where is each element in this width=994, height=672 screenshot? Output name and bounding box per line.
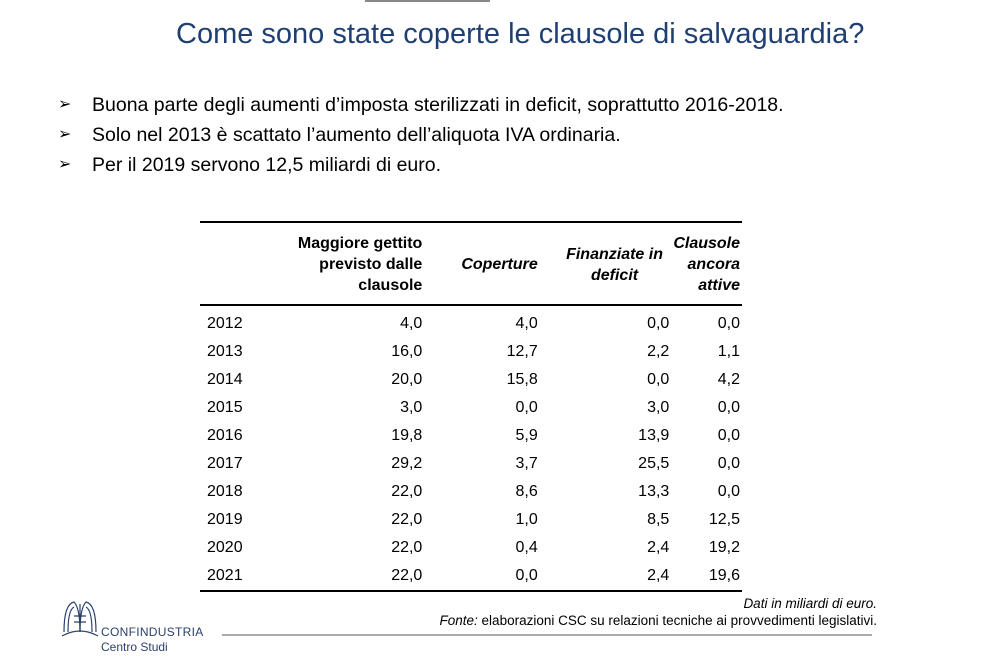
value-cell: 4,2 xyxy=(717,371,740,388)
header-finanziate-deficit: Finanziate in deficit xyxy=(539,221,672,306)
arrow-bullet-icon: ➢ xyxy=(58,156,72,173)
year-cell: 2016 xyxy=(207,427,243,444)
source-note: Fonte: elaborazioni CSC su relazioni tec… xyxy=(439,613,877,628)
table-row: 2017 29,2 3,7 25,5 0,0 xyxy=(200,450,742,478)
value-cell: 8,5 xyxy=(647,511,670,528)
value-cell: 12,5 xyxy=(708,511,740,528)
header-maggiore-gettito: Maggiore gettito previsto dalle clausole xyxy=(273,221,425,306)
value-cell: 19,8 xyxy=(391,427,423,444)
year-cell: 2018 xyxy=(207,483,243,500)
value-cell: 22,0 xyxy=(391,539,423,556)
value-cell: 5,9 xyxy=(515,427,538,444)
value-cell: 20,0 xyxy=(391,371,423,388)
value-cell: 25,5 xyxy=(638,455,670,472)
value-cell: 4,0 xyxy=(400,315,423,332)
value-cell: 0,0 xyxy=(647,315,670,332)
bullet-item: ➢ Per il 2019 servono 12,5 miliardi di eu… xyxy=(58,154,442,176)
unit-note: Dati in miliardi di euro. xyxy=(743,596,877,611)
table-row: 2021 22,0 0,0 2,4 19,6 xyxy=(200,562,742,592)
value-cell: 0,0 xyxy=(424,562,540,592)
value-cell: 0,0 xyxy=(717,427,740,444)
value-cell: 2,2 xyxy=(647,343,670,360)
value-cell: 19,6 xyxy=(671,562,742,592)
value-cell: 1,1 xyxy=(717,343,740,360)
slide-title: Come sono state coperte le clausole di s… xyxy=(176,18,865,50)
header-clausole-attive: Clausole ancora attive xyxy=(671,221,742,306)
value-cell: 3,7 xyxy=(515,455,538,472)
bullet-item: ➢ Buona parte degli aumenti d’imposta ste… xyxy=(58,94,784,116)
value-cell: 13,9 xyxy=(638,427,670,444)
value-cell: 19,2 xyxy=(708,539,740,556)
bullet-list: ➢ Buona parte degli aumenti d’imposta ste… xyxy=(58,92,898,182)
value-cell: 0,4 xyxy=(515,539,538,556)
table-row: 2016 19,8 5,9 13,9 0,0 xyxy=(200,422,742,450)
logo-name: CONFINDUSTRIA xyxy=(101,625,204,639)
table-row: 2019 22,0 1,0 8,5 12,5 xyxy=(200,506,742,534)
arrow-bullet-icon: ➢ xyxy=(58,126,72,143)
table-header-row: Maggiore gettito previsto dalle clausole… xyxy=(200,221,742,306)
footer-divider xyxy=(222,634,872,636)
value-cell: 29,2 xyxy=(391,455,423,472)
top-divider xyxy=(365,0,490,2)
year-cell: 2012 xyxy=(207,315,243,332)
year-cell: 2019 xyxy=(207,511,243,528)
value-cell: 22,0 xyxy=(391,483,423,500)
year-cell: 2014 xyxy=(207,371,243,388)
year-cell: 2017 xyxy=(207,455,243,472)
value-cell: 1,0 xyxy=(515,511,538,528)
value-cell: 16,0 xyxy=(391,343,423,360)
value-cell: 2,4 xyxy=(647,539,670,556)
year-cell: 2015 xyxy=(207,399,243,416)
clausole-table: Maggiore gettito previsto dalle clausole… xyxy=(200,221,742,592)
table-row: 2015 3,0 0,0 3,0 0,0 xyxy=(200,394,742,422)
year-cell: 2020 xyxy=(207,539,243,556)
value-cell: 8,6 xyxy=(515,483,538,500)
value-cell: 15,8 xyxy=(506,371,538,388)
header-coperture: Coperture xyxy=(424,221,540,306)
value-cell: 22,0 xyxy=(273,562,425,592)
value-cell: 13,3 xyxy=(638,483,670,500)
year-cell: 2013 xyxy=(207,343,243,360)
arrow-bullet-icon: ➢ xyxy=(58,96,72,113)
confindustria-logo-icon xyxy=(61,601,99,637)
table-row: 2014 20,0 15,8 0,0 4,2 xyxy=(200,366,742,394)
value-cell: 3,0 xyxy=(400,399,423,416)
year-cell: 2021 xyxy=(200,562,274,592)
table-row: 2013 16,0 12,7 2,2 1,1 xyxy=(200,338,742,366)
header-year xyxy=(200,221,274,306)
value-cell: 4,0 xyxy=(515,315,538,332)
table-row: 2018 22,0 8,6 13,3 0,0 xyxy=(200,478,742,506)
value-cell: 22,0 xyxy=(391,511,423,528)
bullet-item: ➢ Solo nel 2013 è scattato l’aumento dell… xyxy=(58,124,621,146)
value-cell: 2,4 xyxy=(539,562,672,592)
value-cell: 12,7 xyxy=(506,343,538,360)
value-cell: 3,0 xyxy=(647,399,670,416)
value-cell: 0,0 xyxy=(515,399,538,416)
value-cell: 0,0 xyxy=(717,399,740,416)
table-row: 2012 4,0 4,0 0,0 0,0 xyxy=(200,305,742,338)
value-cell: 0,0 xyxy=(717,455,740,472)
logo-subtitle: Centro Studi xyxy=(101,640,168,654)
table-row: 2020 22,0 0,4 2,4 19,2 xyxy=(200,534,742,562)
value-cell: 0,0 xyxy=(717,315,740,332)
value-cell: 0,0 xyxy=(717,483,740,500)
value-cell: 0,0 xyxy=(647,371,670,388)
